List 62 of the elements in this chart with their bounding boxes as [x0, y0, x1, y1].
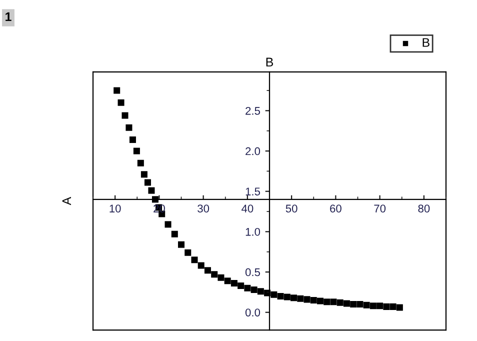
point: [376, 302, 384, 310]
point: [140, 171, 148, 178]
point: [336, 299, 344, 306]
x-tick-label: 50: [286, 204, 298, 212]
y-tick-label: 2.5: [246, 106, 260, 115]
point: [148, 187, 155, 194]
y-tick-label: 0.0: [245, 308, 260, 316]
point: [118, 99, 124, 106]
point: [238, 282, 244, 289]
x-tick-label: 80: [418, 204, 430, 212]
x-tick-label: 40: [242, 204, 254, 212]
point: [284, 294, 290, 300]
point: [198, 262, 204, 269]
point: [244, 284, 251, 292]
point: [191, 256, 198, 264]
text: 1: [6, 12, 12, 21]
x-axis-title: B: [266, 58, 274, 66]
point: [250, 286, 258, 294]
y-tick-label: 0.5: [245, 268, 260, 276]
point: [270, 291, 278, 298]
y-tick-label: 2.0: [246, 147, 260, 156]
point: [324, 298, 330, 306]
point: [126, 124, 132, 131]
point: [290, 294, 298, 302]
point: [363, 302, 370, 308]
point: [356, 301, 364, 308]
x-tick-label: 30: [198, 204, 210, 212]
y-tick-label: 1.0: [246, 228, 260, 236]
point: [370, 302, 376, 310]
point: [137, 160, 144, 166]
point: [304, 296, 310, 303]
point: [330, 298, 337, 306]
legend-label: B: [422, 38, 430, 47]
point: [133, 148, 140, 154]
point: [204, 267, 211, 274]
point: [129, 136, 136, 143]
point: [211, 271, 218, 278]
point: [164, 221, 172, 228]
point: [390, 303, 396, 310]
point: [178, 241, 185, 248]
y-tick-label: 1.5: [246, 188, 260, 196]
point: [350, 301, 357, 308]
point: [316, 298, 324, 304]
point: [218, 274, 224, 281]
point: [396, 304, 403, 311]
point: [171, 230, 178, 238]
point: [297, 295, 304, 302]
x-tick-label: 70: [374, 204, 386, 212]
point: [224, 278, 231, 284]
point: [230, 280, 238, 287]
point: [343, 300, 350, 307]
point: [184, 249, 192, 256]
point: [310, 296, 317, 304]
x-tick-label: 60: [330, 204, 342, 212]
x-tick-label: 10: [110, 204, 121, 212]
y-axis-title: A: [62, 196, 71, 206]
point: [277, 292, 284, 300]
point: [144, 179, 151, 186]
point: [122, 112, 128, 119]
point: [257, 288, 264, 295]
point: [383, 303, 390, 310]
point: [114, 87, 120, 94]
